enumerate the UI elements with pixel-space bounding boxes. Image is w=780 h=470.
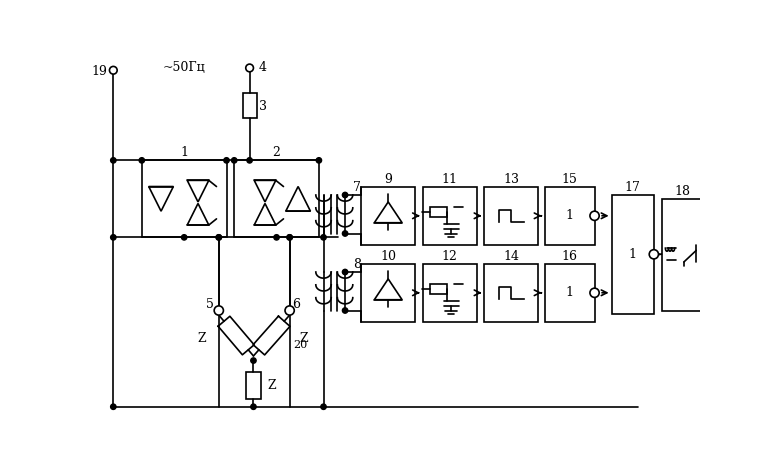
Bar: [484, 188, 538, 245]
Circle shape: [274, 235, 279, 240]
Text: 7: 7: [353, 181, 361, 194]
Bar: [361, 264, 415, 322]
Bar: [142, 160, 226, 237]
Text: 1: 1: [629, 248, 636, 261]
Bar: [246, 372, 261, 399]
Circle shape: [321, 235, 326, 240]
Text: Z: Z: [300, 332, 308, 345]
Circle shape: [342, 308, 348, 313]
Text: 11: 11: [441, 173, 458, 186]
Text: 2: 2: [273, 146, 281, 159]
Text: 12: 12: [441, 250, 458, 263]
Text: 15: 15: [562, 173, 577, 186]
Circle shape: [321, 404, 326, 409]
Text: Z: Z: [197, 332, 206, 345]
Circle shape: [246, 64, 254, 72]
Text: 19: 19: [91, 65, 107, 78]
Bar: [243, 94, 257, 118]
Text: 6: 6: [292, 298, 300, 311]
Circle shape: [232, 157, 237, 163]
Circle shape: [342, 269, 348, 274]
Bar: [423, 188, 477, 245]
Circle shape: [285, 306, 294, 315]
Text: 1: 1: [180, 146, 188, 159]
Bar: [544, 188, 594, 245]
Circle shape: [247, 157, 252, 163]
Text: 4: 4: [259, 61, 267, 74]
Text: 18: 18: [675, 185, 690, 198]
Circle shape: [216, 235, 222, 240]
Text: 10: 10: [380, 250, 396, 263]
Circle shape: [342, 231, 348, 236]
Circle shape: [316, 157, 321, 163]
Bar: [430, 283, 447, 294]
Text: 1: 1: [566, 209, 573, 222]
Text: 5: 5: [206, 298, 214, 311]
Text: 20: 20: [293, 340, 307, 350]
Circle shape: [342, 192, 348, 198]
Text: 13: 13: [503, 173, 519, 186]
Circle shape: [224, 157, 229, 163]
Circle shape: [182, 235, 187, 240]
Circle shape: [139, 157, 144, 163]
Circle shape: [287, 235, 292, 240]
Circle shape: [287, 235, 292, 240]
Text: 8: 8: [353, 258, 361, 271]
Bar: [544, 264, 594, 322]
Circle shape: [250, 404, 256, 409]
Text: 9: 9: [385, 173, 392, 186]
Circle shape: [111, 404, 116, 409]
Bar: [612, 195, 654, 314]
Bar: [423, 264, 477, 322]
Text: 3: 3: [259, 100, 267, 113]
Circle shape: [649, 250, 658, 259]
Circle shape: [111, 235, 116, 240]
Circle shape: [250, 358, 256, 363]
Circle shape: [590, 288, 599, 298]
Bar: [234, 160, 319, 237]
Circle shape: [109, 66, 117, 74]
Circle shape: [590, 211, 599, 220]
Text: ~50Гц: ~50Гц: [163, 61, 205, 74]
Bar: [661, 199, 704, 311]
Text: 17: 17: [624, 181, 640, 194]
Circle shape: [216, 235, 222, 240]
Bar: [430, 206, 447, 217]
Bar: [484, 264, 538, 322]
Circle shape: [111, 157, 116, 163]
Bar: [361, 188, 415, 245]
Text: 16: 16: [561, 250, 577, 263]
Text: 1: 1: [566, 286, 573, 299]
Text: Z: Z: [268, 379, 276, 392]
Text: 14: 14: [503, 250, 519, 263]
Circle shape: [215, 306, 223, 315]
